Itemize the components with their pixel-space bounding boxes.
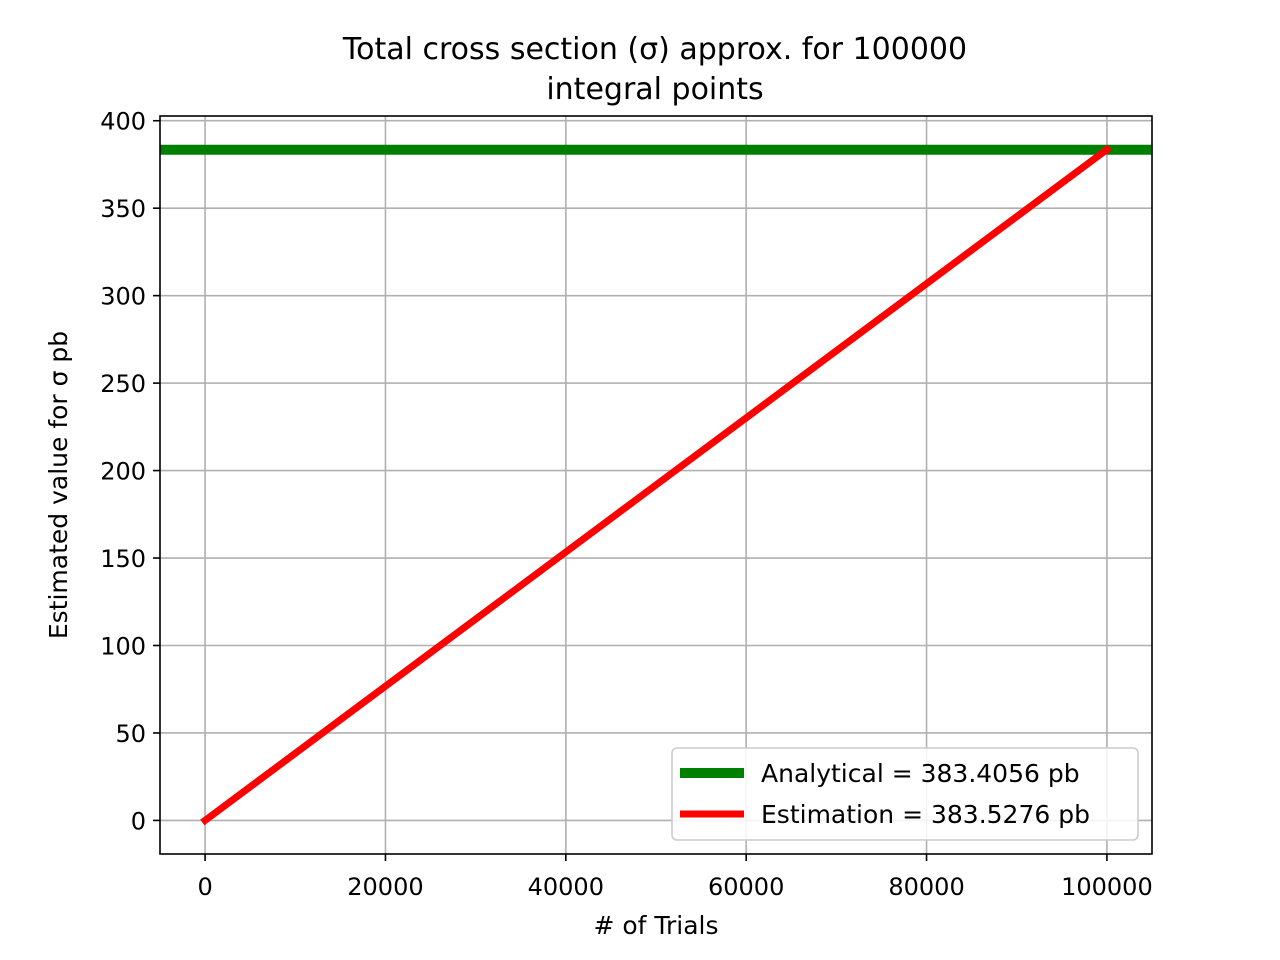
x-tick-label: 40000 — [528, 873, 604, 901]
chart-title-line: integral points — [546, 72, 763, 107]
plot-frame — [159, 115, 1153, 855]
legend-item-analytical: Analytical = 383.4056 pb — [680, 759, 1080, 788]
x-tick-label: 100000 — [1061, 873, 1153, 901]
estimation-series-line — [200, 144, 1112, 826]
y-tick-label: 300 — [100, 283, 146, 311]
x-tick-label: 0 — [197, 873, 212, 901]
y-tick-label: 400 — [100, 108, 146, 136]
x-tick-label: 20000 — [347, 873, 423, 901]
y-tick-label: 200 — [100, 458, 146, 486]
x-axis-ticks: 0 20000 40000 60000 80000 100000 — [197, 854, 1153, 901]
y-axis-ticks: 0 50 100 150 200 250 300 350 400 — [100, 108, 160, 835]
grid-lines — [160, 116, 1152, 854]
series-lines — [160, 144, 1152, 826]
y-tick-label: 150 — [100, 545, 146, 573]
y-tick-label: 50 — [115, 720, 146, 748]
x-tick-label: 60000 — [708, 873, 784, 901]
x-axis-label: # of Trials — [593, 911, 718, 940]
chart-title-line: Total cross section (σ) approx. for 1000… — [342, 32, 967, 67]
legend-label: Estimation = 383.5276 pb — [761, 800, 1090, 829]
y-tick-label: 250 — [100, 370, 146, 398]
legend-item-estimation: Estimation = 383.5276 pb — [680, 800, 1090, 829]
x-tick-label: 80000 — [888, 873, 964, 901]
y-tick-label: 0 — [131, 807, 146, 835]
y-axis-label: Estimated value for σ pb — [44, 331, 73, 639]
chart-title: Total cross section (σ) approx. for 1000… — [342, 32, 967, 107]
legend-box — [671, 747, 1139, 841]
y-tick-label: 350 — [100, 195, 146, 223]
legend-label: Analytical = 383.4056 pb — [761, 759, 1080, 788]
y-tick-label: 100 — [100, 632, 146, 660]
legend: Analytical = 383.4056 pb Estimation = 383… — [671, 747, 1139, 841]
